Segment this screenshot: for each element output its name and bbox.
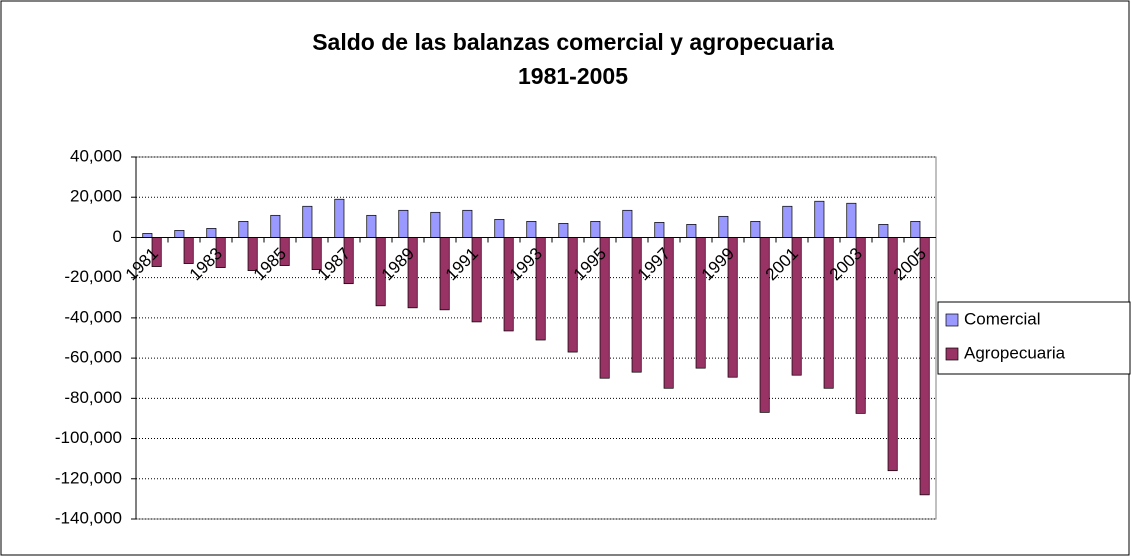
bar <box>503 237 514 332</box>
bar <box>494 218 505 238</box>
bar <box>686 224 697 238</box>
bar <box>631 237 642 373</box>
legend-label: Agropecuaria <box>964 343 1066 362</box>
bar <box>814 200 825 238</box>
bar <box>407 237 418 309</box>
y-tick-label: 40,000 <box>70 146 122 165</box>
bar <box>238 221 249 238</box>
bar <box>695 237 706 369</box>
y-tick-label: -60,000 <box>64 348 122 367</box>
y-tick-label: -20,000 <box>64 267 122 286</box>
legend-label: Comercial <box>964 309 1041 328</box>
bar <box>878 224 889 238</box>
bar <box>750 221 761 238</box>
bar <box>398 209 409 238</box>
bar <box>590 221 601 238</box>
y-tick-label: -100,000 <box>55 428 122 447</box>
y-tick-label: 20,000 <box>70 187 122 206</box>
y-tick-label: -80,000 <box>64 388 122 407</box>
bar <box>270 214 281 238</box>
bar <box>302 205 313 238</box>
legend-swatch <box>945 313 959 327</box>
bar <box>846 202 857 238</box>
y-tick-label: -140,000 <box>55 508 122 527</box>
bar <box>567 237 578 353</box>
bar <box>718 215 729 238</box>
bar <box>782 205 793 238</box>
y-tick-label: 0 <box>113 227 122 246</box>
bar <box>558 223 569 238</box>
chart-subtitle: 1981-2005 <box>518 63 628 89</box>
bar <box>334 198 345 238</box>
bar <box>142 233 153 238</box>
y-tick-label: -120,000 <box>55 468 122 487</box>
bar <box>183 237 194 264</box>
y-tick-label: -40,000 <box>64 307 122 326</box>
bar <box>430 211 441 238</box>
legend <box>937 301 1131 375</box>
bar <box>174 230 185 238</box>
bar <box>526 221 537 238</box>
bar <box>366 214 377 238</box>
legend-swatch <box>945 347 959 361</box>
bar <box>919 237 930 496</box>
bar <box>622 209 633 238</box>
bar <box>910 221 921 238</box>
bar <box>654 222 665 238</box>
bar <box>206 228 217 238</box>
bar <box>462 209 473 238</box>
bar <box>823 237 834 389</box>
chart-title: Saldo de las balanzas comercial y agrope… <box>312 29 834 55</box>
